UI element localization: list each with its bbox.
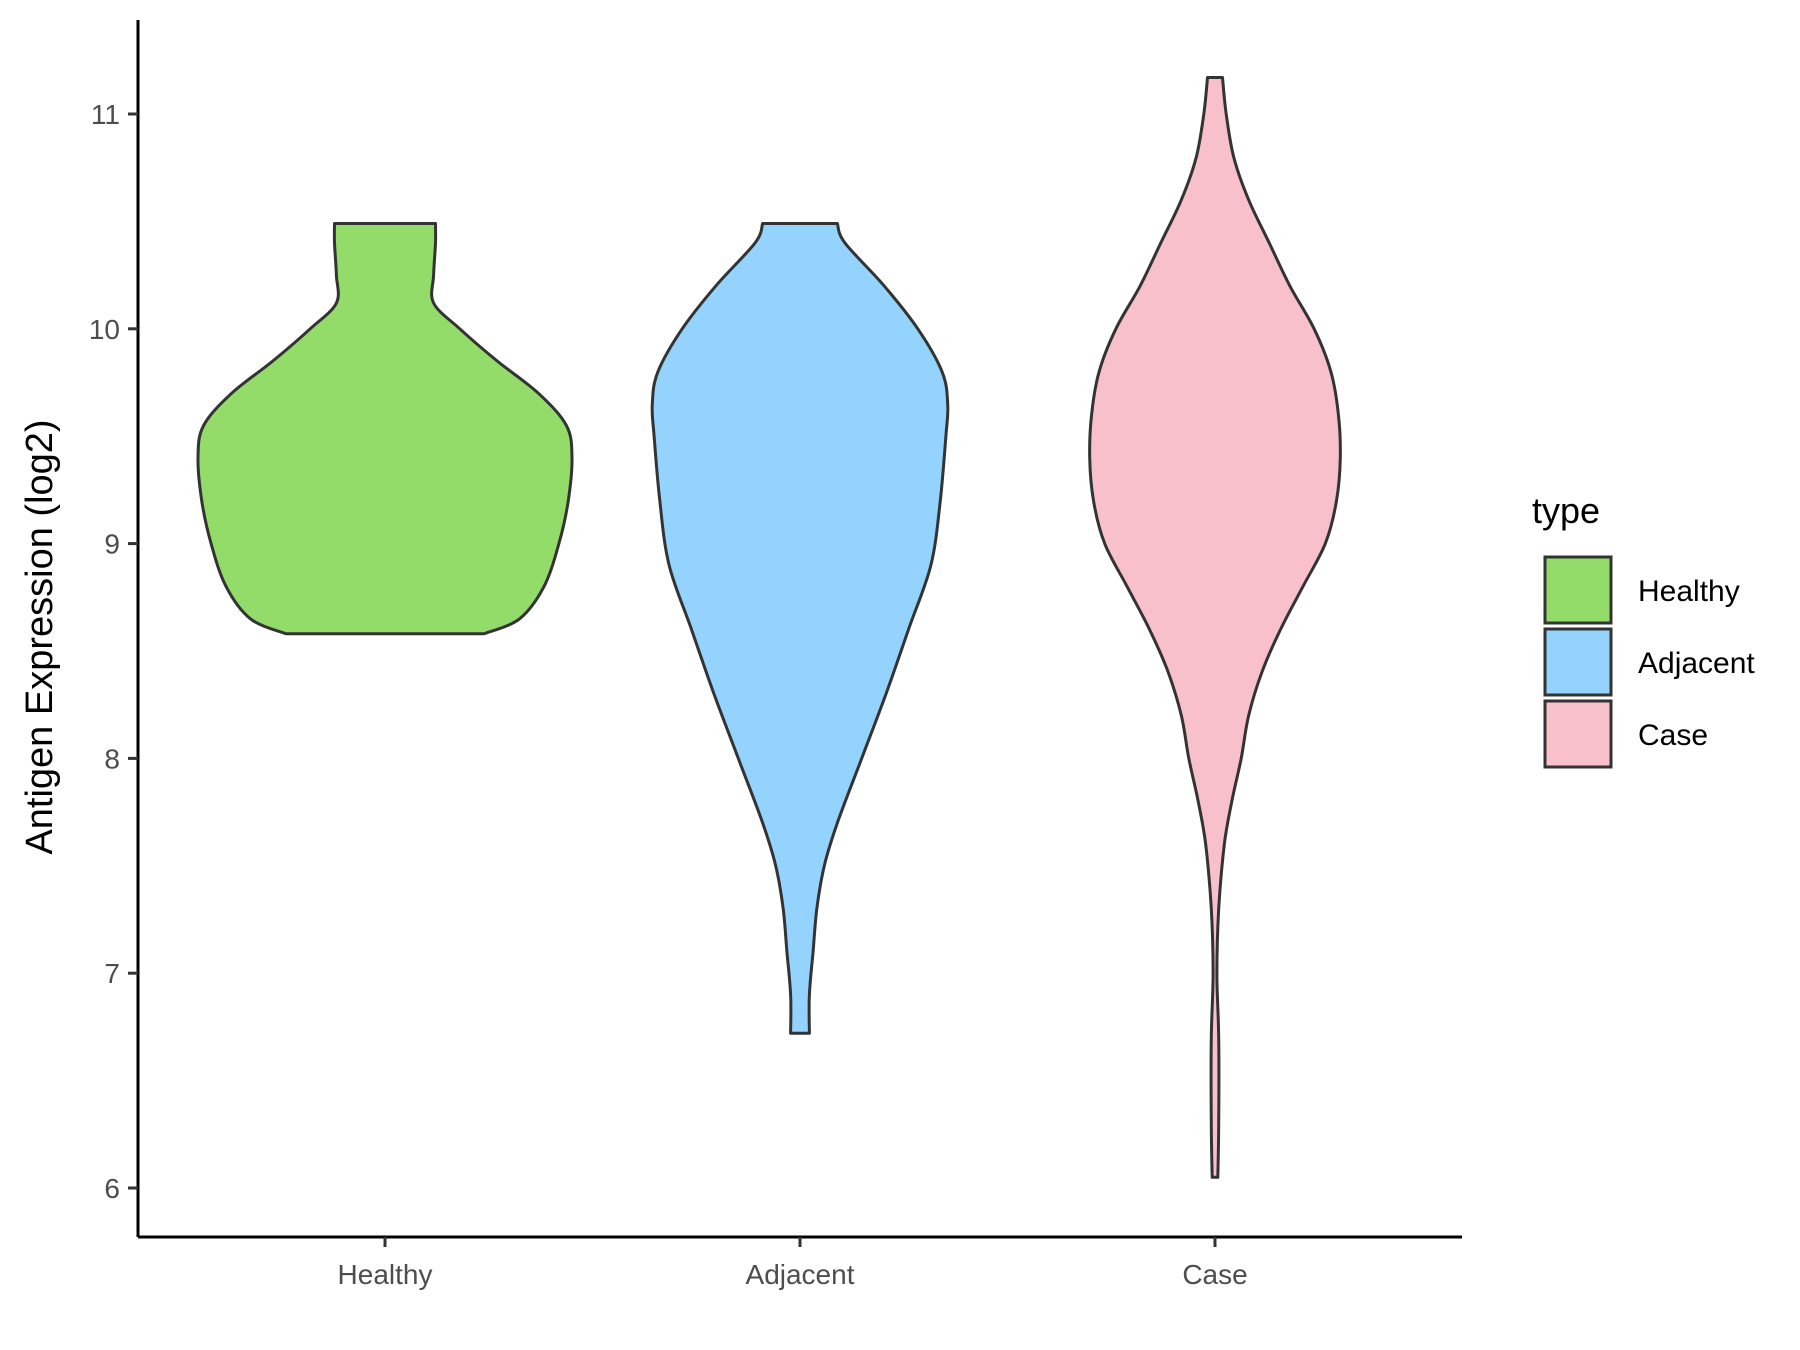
violin-case	[1088, 76, 1342, 1179]
y-tick-label: 7	[104, 958, 120, 989]
x-axis: Healthy Adjacent Case	[138, 1235, 1462, 1290]
x-tick-label: Healthy	[338, 1259, 433, 1290]
y-tick-label: 10	[89, 314, 120, 345]
violins-layer	[196, 76, 1342, 1179]
y-axis-title: Antigen Expression (log2)	[19, 419, 61, 854]
y-axis: 6 7 8 9 10 11	[89, 20, 140, 1237]
y-tick-label: 9	[104, 529, 120, 560]
x-tick-label: Case	[1182, 1259, 1247, 1290]
y-tick-label: 8	[104, 743, 120, 774]
violin-adjacent	[650, 222, 950, 1035]
legend-label-case: Case	[1638, 719, 1708, 752]
legend-key-adjacent	[1543, 627, 1613, 697]
x-tick-label: Adjacent	[746, 1259, 855, 1290]
violin-healthy	[196, 222, 574, 636]
legend: type Healthy Adjacent Case	[1532, 490, 1755, 769]
legend-title: type	[1532, 490, 1600, 531]
y-tick-label: 6	[104, 1173, 120, 1204]
legend-label-healthy: Healthy	[1638, 575, 1740, 608]
legend-key-healthy	[1543, 555, 1613, 625]
y-tick-label: 11	[91, 99, 120, 130]
legend-label-adjacent: Adjacent	[1638, 647, 1755, 680]
legend-key-case	[1543, 699, 1613, 769]
